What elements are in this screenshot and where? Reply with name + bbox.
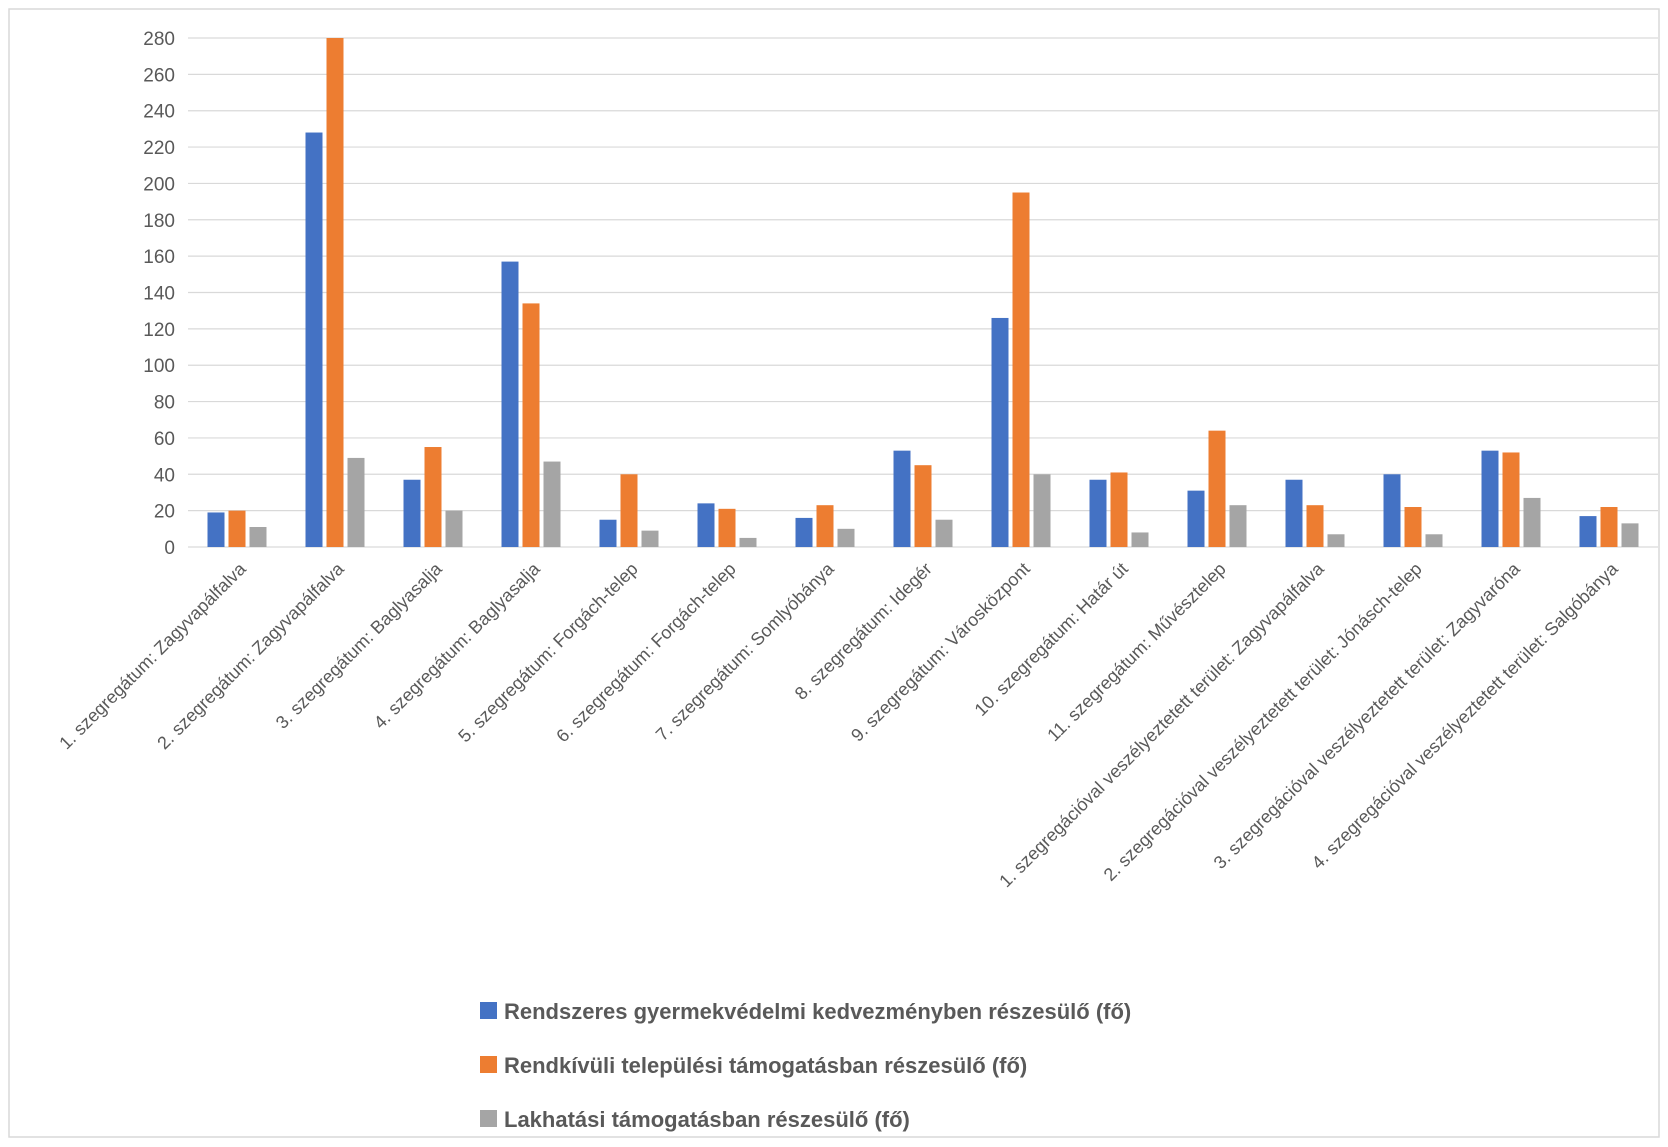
bar-series-1-category-14: [1481, 450, 1499, 547]
bar-series-2-category-11: [1208, 430, 1226, 547]
bar-series-1-category-12: [1285, 479, 1303, 547]
bar-series-2-category-14: [1502, 452, 1520, 547]
y-tick-label: 160: [143, 247, 175, 268]
bar-series-1-category-5: [599, 519, 617, 547]
bar-series-3-category-6: [739, 537, 757, 547]
bar-series-1-category-15: [1579, 516, 1597, 547]
bar-series-1-category-11: [1187, 490, 1205, 547]
bar-series-2-category-6: [718, 508, 736, 547]
legend-label: Rendszeres gyermekvédelmi kedvezményben …: [504, 999, 1131, 1024]
bar-series-2-category-15: [1600, 507, 1618, 547]
y-tick-label: 240: [143, 102, 175, 123]
bar-series-3-category-13: [1425, 534, 1443, 547]
y-tick-label: 100: [143, 356, 175, 377]
y-tick-label: 180: [143, 211, 175, 232]
bar-series-1-category-13: [1383, 474, 1401, 547]
bar-series-3-category-3: [445, 510, 463, 547]
y-tick-label: 60: [154, 429, 175, 450]
bar-series-2-category-2: [326, 38, 344, 547]
y-tick-label: 20: [154, 502, 175, 523]
bar-series-3-category-14: [1523, 497, 1541, 547]
bar-series-1-category-7: [795, 517, 813, 547]
bar-series-3-category-10: [1131, 532, 1149, 547]
bar-series-1-category-6: [697, 503, 715, 547]
bar-series-2-category-10: [1110, 472, 1128, 547]
legend-swatch: [480, 1056, 497, 1073]
y-tick-label: 140: [143, 284, 175, 305]
y-tick-label: 40: [154, 465, 175, 486]
bar-series-2-category-3: [424, 447, 442, 547]
y-tick-label: 120: [143, 320, 175, 341]
y-axis-ticks: 0 20 40 60 80 100 120 140 160 180 200 220 240 260 280: [143, 29, 175, 559]
y-tick-label: 220: [143, 138, 175, 159]
bar-series-3-category-2: [347, 457, 365, 547]
bar-series-1-category-1: [207, 512, 225, 547]
y-tick-label: 260: [143, 65, 175, 86]
bar-series-2-category-4: [522, 303, 540, 547]
bar-series-2-category-12: [1306, 505, 1324, 547]
bar-series-1-category-8: [893, 450, 911, 547]
legend-swatch: [480, 1110, 497, 1127]
bar-series-3-category-15: [1621, 523, 1639, 547]
bar-series-3-category-8: [935, 519, 953, 547]
bar-series-3-category-7: [837, 528, 855, 547]
bar-series-2-category-7: [816, 505, 834, 547]
legend-label: Lakhatási támogatásban részesülő (fő): [504, 1107, 910, 1132]
bar-series-1-category-2: [305, 132, 323, 547]
chart-border: [8, 8, 1660, 1138]
bars: [207, 38, 1639, 547]
bar-series-2-category-8: [914, 465, 932, 547]
bar-series-2-category-9: [1012, 192, 1030, 547]
bar-series-2-category-5: [620, 474, 638, 547]
bar-series-2-category-1: [228, 510, 246, 547]
y-tick-label: 280: [143, 29, 175, 50]
bar-series-3-category-4: [543, 461, 561, 547]
bar-series-3-category-9: [1033, 474, 1051, 547]
bar-series-3-category-12: [1327, 534, 1345, 547]
bar-series-1-category-4: [501, 261, 519, 547]
legend: Rendszeres gyermekvédelmi kedvezményben …: [480, 999, 1131, 1132]
y-tick-label: 80: [154, 393, 175, 414]
y-tick-label: 0: [164, 538, 175, 559]
bar-series-3-category-1: [249, 527, 267, 547]
bar-series-2-category-13: [1404, 507, 1422, 547]
bar-series-3-category-11: [1229, 505, 1247, 547]
bar-series-1-category-3: [403, 479, 421, 547]
bar-series-1-category-9: [991, 317, 1009, 547]
bar-series-3-category-5: [641, 530, 659, 547]
bar-series-1-category-10: [1089, 479, 1107, 547]
y-tick-label: 200: [143, 174, 175, 195]
legend-label: Rendkívüli települési támogatásban része…: [504, 1053, 1027, 1078]
legend-swatch: [480, 1002, 497, 1019]
